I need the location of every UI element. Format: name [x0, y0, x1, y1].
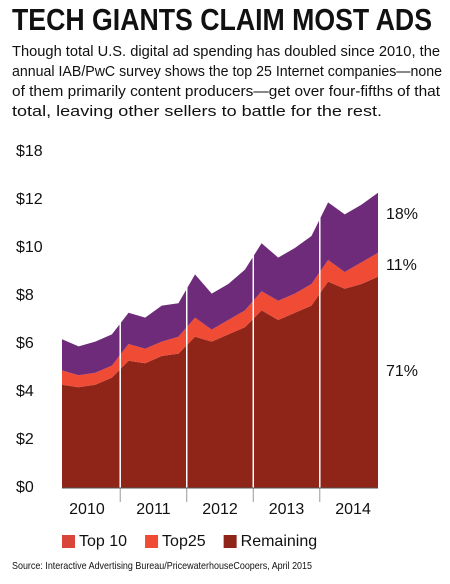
subtitle: Though total U.S. digital ad spending ha… — [12, 44, 440, 60]
annotation: 71% — [386, 363, 418, 380]
y-tick-label: $12 — [16, 191, 43, 208]
x-tick-label: 2013 — [269, 501, 305, 518]
source: Source: Interactive Advertising Bureau/P… — [12, 560, 312, 572]
y-tick-label: $4 — [16, 383, 34, 400]
legend-label: Top25 — [162, 533, 206, 550]
x-tick-label: 2014 — [335, 501, 371, 518]
y-tick-label: $2 — [16, 431, 34, 448]
x-tick-label: 2012 — [202, 501, 238, 518]
x-tick-label: 2011 — [136, 501, 171, 518]
y-tick-label: $18 — [16, 143, 43, 160]
legend-label: Remaining — [241, 533, 317, 550]
area — [62, 252, 378, 388]
y-tick-label: $6 — [16, 335, 34, 352]
annotation: 11% — [386, 257, 417, 274]
subtitle: annual IAB/PwC survey shows the top 25 I… — [12, 64, 442, 80]
annotation: 18% — [386, 206, 418, 223]
subtitle: of them primarily content producers—get … — [12, 84, 440, 100]
y-tick-label: $0 — [16, 479, 34, 496]
legend-swatch — [62, 535, 75, 548]
y-tick-label: $8 — [16, 287, 34, 304]
y-tick-label: $10 — [16, 239, 43, 256]
chart-title: TECH GIANTS CLAIM MOST ADS — [12, 2, 432, 37]
legend-swatch — [223, 535, 237, 548]
area — [62, 192, 378, 376]
legend-label: Top 10 — [79, 533, 127, 550]
subtitle: total, leaving other sellers to battle f… — [12, 104, 382, 120]
x-tick-label: 2010 — [69, 501, 105, 518]
area — [62, 276, 378, 488]
legend-swatch — [145, 535, 159, 548]
